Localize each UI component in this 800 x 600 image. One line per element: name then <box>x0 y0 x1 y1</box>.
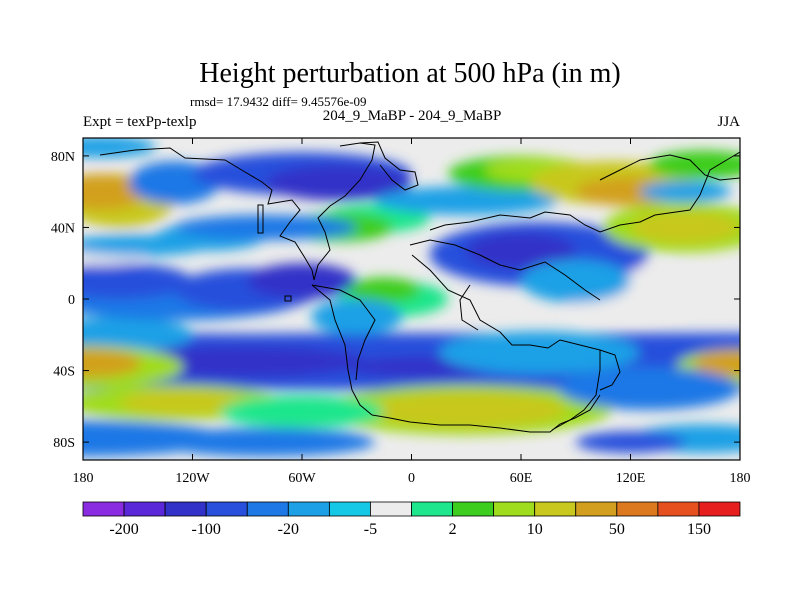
field-region <box>375 186 558 215</box>
field-region <box>575 431 686 453</box>
x-tick-label: 180 <box>73 471 94 486</box>
case-label: 204_9_MaBP - 204_9_MaBP <box>323 108 502 124</box>
field-region <box>694 350 740 376</box>
x-tick-label: 120W <box>175 471 210 486</box>
x-tick-label: 0 <box>408 471 415 486</box>
island <box>257 204 264 234</box>
colorbar-label: 10 <box>527 521 543 538</box>
field-contours <box>83 138 740 457</box>
colorbar-label: 2 <box>449 521 457 538</box>
x-tick-label: 180 <box>730 471 751 486</box>
y-tick-label: 80S <box>53 436 75 451</box>
field-region <box>639 180 731 203</box>
colorbar-label: -5 <box>364 521 377 538</box>
colorbar-swatch <box>452 501 495 517</box>
colorbar-label: -200 <box>109 521 138 538</box>
y-tick-label: 40S <box>53 365 75 380</box>
stats-label: rmsd= 17.9432 diff= 9.45576e-09 <box>190 94 367 109</box>
coastline-asia-north <box>599 154 740 181</box>
island <box>284 295 292 302</box>
coastline-eurasia <box>429 151 740 233</box>
colorbar: -200 -100 -20 -5 2 10 50 150 <box>82 501 741 538</box>
field-region <box>174 214 357 240</box>
colorbar-swatch <box>616 501 659 517</box>
season-label: JJA <box>717 114 740 130</box>
colorbar-label: 150 <box>687 521 711 538</box>
y-axis: 80N 40N 0 40S 80S <box>51 150 740 451</box>
coastline-north-america <box>99 147 315 281</box>
x-tick-label: 60E <box>510 471 533 486</box>
coastline-north-america-east <box>313 142 376 281</box>
experiment-label: Expt = texPp-texlp <box>83 114 196 130</box>
y-tick-label: 0 <box>68 293 75 308</box>
coastlines <box>99 141 740 433</box>
colorbar-swatch <box>411 501 453 517</box>
field-region <box>83 138 156 158</box>
x-tick-label: 60W <box>288 471 316 486</box>
y-tick-label: 80N <box>51 150 75 165</box>
coastline-south-america-east <box>311 284 376 381</box>
field-region <box>219 395 385 428</box>
colorbar-label: -100 <box>192 521 221 538</box>
field <box>83 138 740 460</box>
colorbar-swatch <box>493 501 536 517</box>
field-region <box>648 150 740 180</box>
colorbar-swatch <box>82 501 125 517</box>
field-region <box>521 259 631 303</box>
field-region <box>557 366 740 410</box>
x-tick-label: 120E <box>616 471 646 486</box>
colorbar-swatch <box>657 501 700 517</box>
colorbar-swatch <box>370 501 412 517</box>
colorbar-label: -20 <box>278 521 299 538</box>
field-region <box>156 427 375 457</box>
field-region <box>83 263 193 299</box>
colorbar-swatch <box>534 501 577 517</box>
y-tick-label: 40N <box>51 221 75 236</box>
field-region <box>311 299 403 335</box>
coastline-africa-west <box>459 284 479 331</box>
field-region <box>247 263 357 299</box>
field-region <box>466 232 576 269</box>
field-region <box>630 211 740 244</box>
coastline-greenland <box>359 141 419 191</box>
colorbar-swatch <box>698 501 741 517</box>
coastline-eurasia-south <box>409 239 601 301</box>
field-region <box>83 349 142 378</box>
colorbar-swatch <box>575 501 618 517</box>
x-axis: 180 120W 60W 0 60E 120E 180 <box>73 138 751 486</box>
coastline-antarctica <box>371 394 601 433</box>
field-region <box>347 277 421 303</box>
colorbar-swatch <box>246 501 289 517</box>
colorbar-swatch <box>123 501 166 517</box>
colorbar-label: 50 <box>609 521 625 538</box>
chart-title: Height perturbation at 500 hPa (in m) <box>199 58 620 89</box>
field-region <box>365 392 567 428</box>
field-region <box>83 316 193 353</box>
field-region <box>265 164 412 201</box>
field-region <box>119 390 248 416</box>
field-region <box>83 234 211 257</box>
colorbar-swatch <box>164 501 207 517</box>
coastline-south-america <box>311 284 373 416</box>
field-region <box>438 331 640 375</box>
colorbar-swatch <box>205 501 248 517</box>
colorbar-swatch <box>328 501 371 517</box>
coastline-australia <box>599 349 621 391</box>
colorbar-swatch <box>287 501 330 517</box>
